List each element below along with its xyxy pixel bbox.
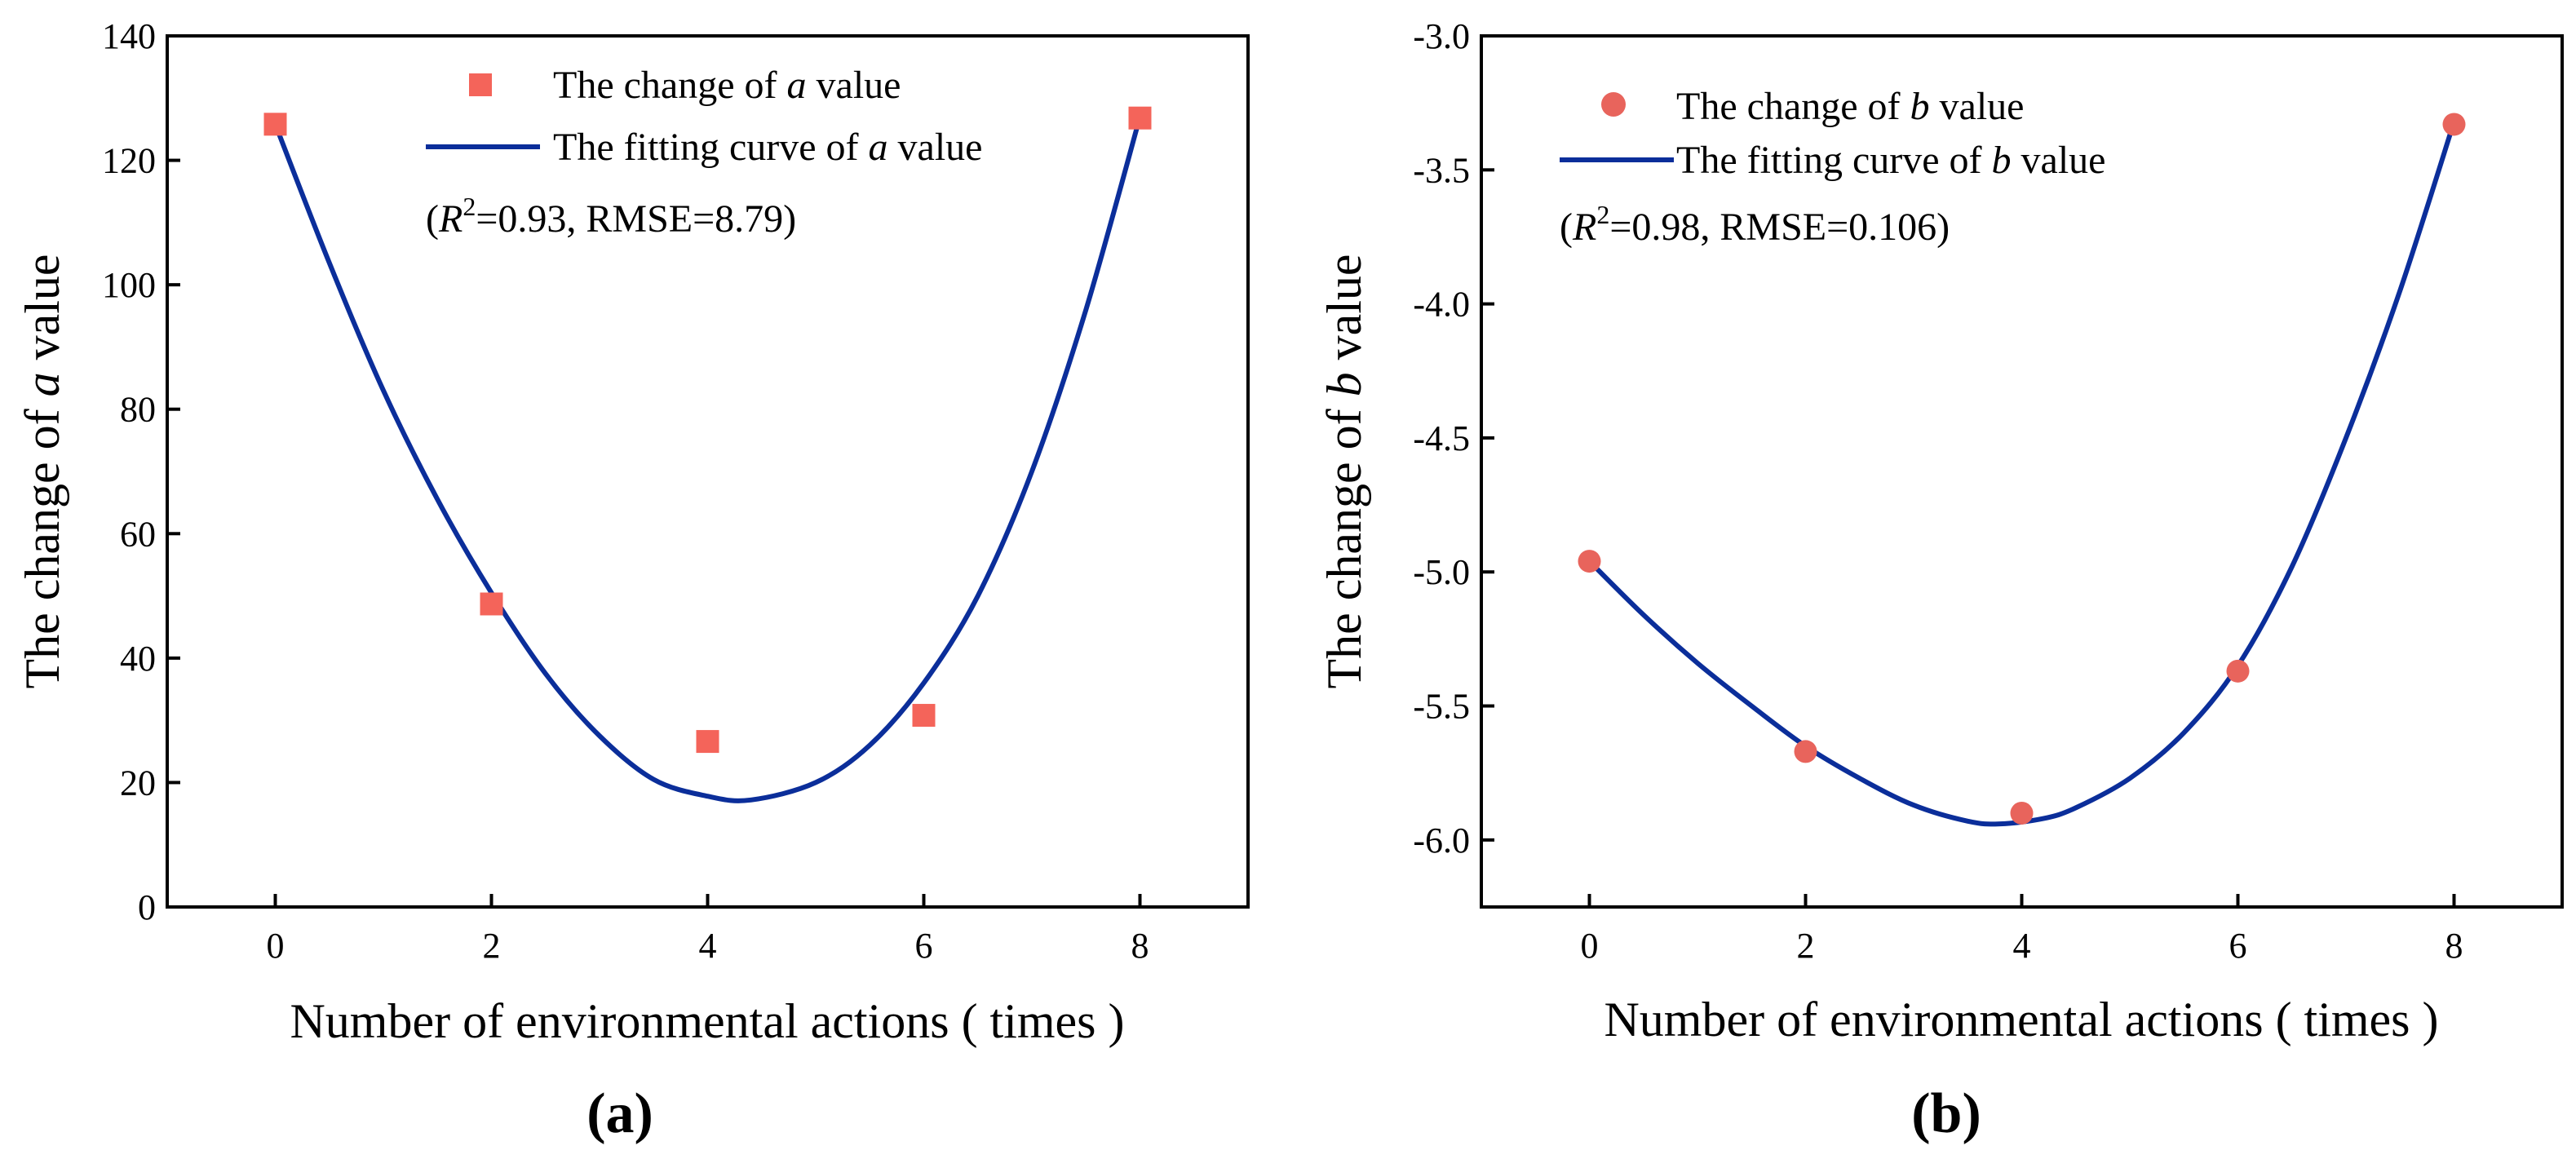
panel-a-label: (a) (586, 1082, 653, 1145)
data-point-1 (1794, 740, 1817, 763)
panel-b-legend: The change of b value The fitting curve … (1560, 85, 2105, 249)
x-tick-label: 8 (1131, 926, 1149, 966)
panel-a-y-ticks: 0 20 40 60 80 100 120 140 (102, 16, 180, 927)
y-tick-label: -5.5 (1413, 687, 1470, 727)
y-tick-label: 0 (138, 887, 156, 927)
x-tick-label: 4 (2013, 926, 2031, 966)
panel-a-data-points (263, 106, 1152, 754)
panel-b-data-points (1578, 113, 2466, 825)
data-point-2 (696, 730, 719, 754)
panel-b-chart: -6.0 -5.5 -5.0 -4.5 -4.0 -3.5 -3.0 0 2 4 6 8 The c… (1317, 16, 2564, 1145)
y-tick-label: -3.0 (1413, 16, 1470, 56)
data-point-4 (2442, 113, 2466, 136)
data-point-0 (1578, 550, 1601, 573)
panel-a-legend-points-label: The change of a value (553, 64, 901, 107)
y-tick-label: 20 (120, 763, 156, 803)
panel-a-chart: 0 20 40 60 80 100 120 140 0 2 4 6 8 The change of a… (15, 16, 1250, 1145)
y-tick-label: 80 (120, 390, 156, 430)
data-point-3 (2226, 659, 2250, 683)
y-tick-label: 60 (120, 514, 156, 554)
y-tick-label: 120 (102, 141, 156, 181)
panel-a-fit-statistics: (R2=0.93, RMSE=8.79) (426, 192, 796, 241)
panel-a-legend-curve-label: The fitting curve of a value (553, 126, 982, 169)
panel-b-y-axis-title: The change of b value (1317, 254, 1371, 688)
y-tick-label: -5.0 (1413, 552, 1470, 592)
panel-a-legend: The change of a value The fitting curve … (426, 64, 982, 241)
data-point-3 (912, 704, 936, 728)
panel-b-label: (b) (1911, 1082, 1981, 1145)
y-tick-label: -6.0 (1413, 821, 1470, 860)
panel-b-legend-curve-label: The fitting curve of b value (1676, 139, 2105, 182)
panel-a-legend-square-marker (469, 73, 492, 96)
x-tick-label: 6 (2229, 926, 2247, 966)
x-tick-label: 2 (483, 926, 501, 966)
panel-a-x-ticks: 0 2 4 6 8 (267, 894, 1149, 966)
x-tick-label: 6 (915, 926, 933, 966)
y-tick-label: 40 (120, 639, 156, 679)
y-tick-label: -3.5 (1413, 150, 1470, 190)
y-tick-label: -4.0 (1413, 285, 1470, 325)
panel-b-x-axis-title: Number of environmental actions ( times … (1604, 993, 2438, 1046)
data-point-4 (1128, 106, 1152, 130)
panel-b-legend-points-label: The change of b value (1676, 85, 2024, 128)
panel-a-fit-curve (272, 116, 1143, 803)
panel-a-x-axis-title: Number of environmental actions ( times … (290, 994, 1124, 1048)
panel-b-fit-statistics: (R2=0.98, RMSE=0.106) (1560, 200, 1950, 249)
panel-b-fit-curve (1587, 121, 2457, 827)
x-tick-label: 0 (1581, 926, 1599, 966)
panel-b-y-ticks: -6.0 -5.5 -5.0 -4.5 -4.0 -3.5 -3.0 (1413, 16, 1494, 860)
x-tick-label: 4 (699, 926, 717, 966)
data-point-2 (2010, 801, 2034, 825)
panel-a-y-axis-title: The change of a value (15, 254, 69, 688)
x-tick-label: 2 (1797, 926, 1815, 966)
x-tick-label: 0 (267, 926, 285, 966)
data-point-0 (263, 113, 287, 136)
panel-b-x-ticks: 0 2 4 6 8 (1581, 894, 2463, 966)
y-tick-label: 100 (102, 265, 156, 305)
panel-b-legend-circle-marker (1601, 92, 1626, 117)
x-tick-label: 8 (2445, 926, 2463, 966)
y-tick-label: -4.5 (1413, 418, 1470, 458)
y-tick-label: 140 (102, 16, 156, 56)
data-point-1 (480, 592, 503, 616)
